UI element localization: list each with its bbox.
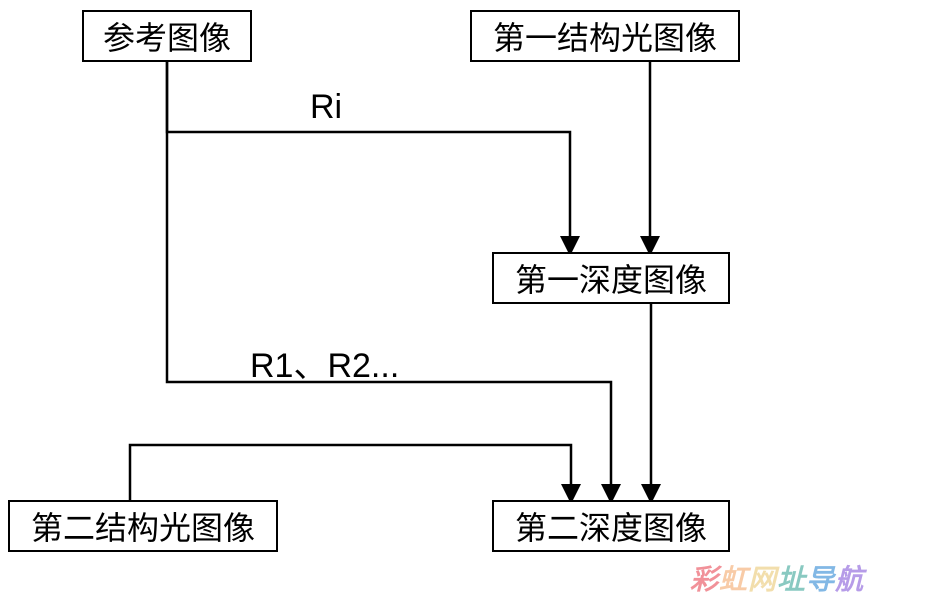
edge-label-ri: Ri [310, 88, 342, 127]
watermark: 彩虹网址导航 [690, 558, 864, 598]
node-first-depth-image: 第一深度图像 [492, 252, 730, 304]
node-label: 第二深度图像 [515, 503, 707, 549]
node-second-structured-light: 第二结构光图像 [8, 500, 278, 552]
node-first-structured-light: 第一结构光图像 [470, 10, 740, 62]
node-label: 第一深度图像 [515, 255, 707, 301]
node-second-depth-image: 第二深度图像 [492, 500, 730, 552]
edge-label-r1r2: R1、R2... [250, 338, 399, 387]
node-label: 第二结构光图像 [31, 503, 255, 549]
node-label: 参考图像 [103, 13, 231, 59]
node-label: 第一结构光图像 [493, 13, 717, 59]
node-reference-image: 参考图像 [82, 10, 252, 62]
